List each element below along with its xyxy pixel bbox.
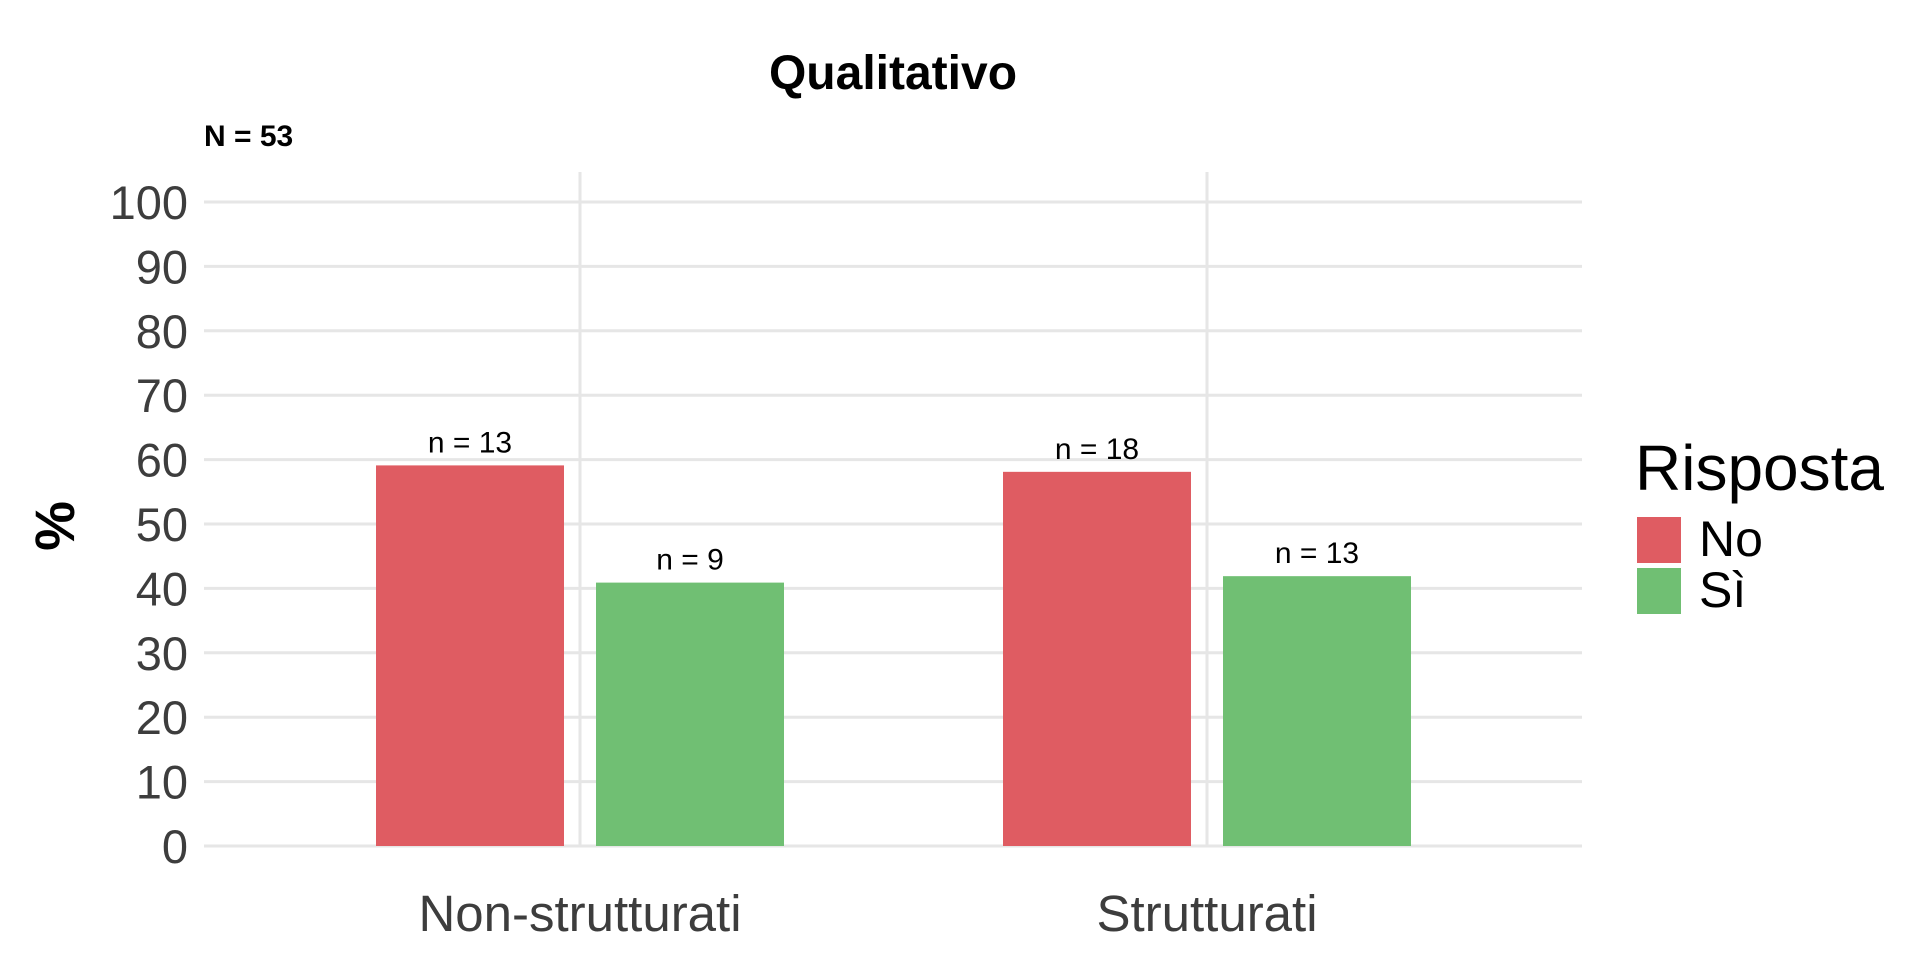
x-tick-label: Non-strutturati (418, 885, 741, 942)
y-tick-label: 100 (110, 176, 188, 229)
legend-title: Risposta (1635, 432, 1884, 504)
y-tick-label: 90 (136, 240, 188, 293)
x-axis-ticks: Non-strutturati Strutturati (418, 885, 1317, 942)
bar-no-1 (376, 465, 564, 846)
y-axis-ticks: 0 10 20 30 40 50 60 70 80 90 100 (110, 176, 188, 873)
y-tick-label: 50 (136, 498, 188, 551)
y-tick-label: 30 (136, 627, 188, 680)
data-labels: n = 13 n = 18 n = 9 n = 13 (428, 426, 1359, 576)
legend-key-2 (1637, 568, 1681, 614)
legend-label: Sì (1699, 562, 1746, 618)
y-tick-label: 0 (162, 820, 188, 873)
data-label: n = 18 (1055, 433, 1139, 466)
y-tick-label: 80 (136, 305, 188, 358)
y-tick-label: 40 (136, 562, 188, 615)
bars (376, 465, 1411, 846)
data-label: n = 13 (1275, 537, 1359, 570)
legend-label: No (1699, 511, 1763, 567)
chart-subtitle: N = 53 (204, 120, 293, 153)
y-tick-label: 10 (136, 756, 188, 809)
y-tick-label: 60 (136, 434, 188, 487)
data-label: n = 13 (428, 426, 512, 459)
y-tick-label: 20 (136, 691, 188, 744)
bar-sì-1 (596, 582, 784, 846)
y-tick-label: 70 (136, 369, 188, 422)
y-axis-label: % (23, 501, 86, 551)
x-tick-label: Strutturati (1096, 885, 1317, 942)
data-label: n = 9 (656, 544, 724, 577)
legend-key-1 (1637, 517, 1681, 563)
chart-title: Qualitativo (769, 47, 1017, 100)
bar-sì-2 (1223, 576, 1411, 846)
bar-no-2 (1003, 471, 1191, 846)
